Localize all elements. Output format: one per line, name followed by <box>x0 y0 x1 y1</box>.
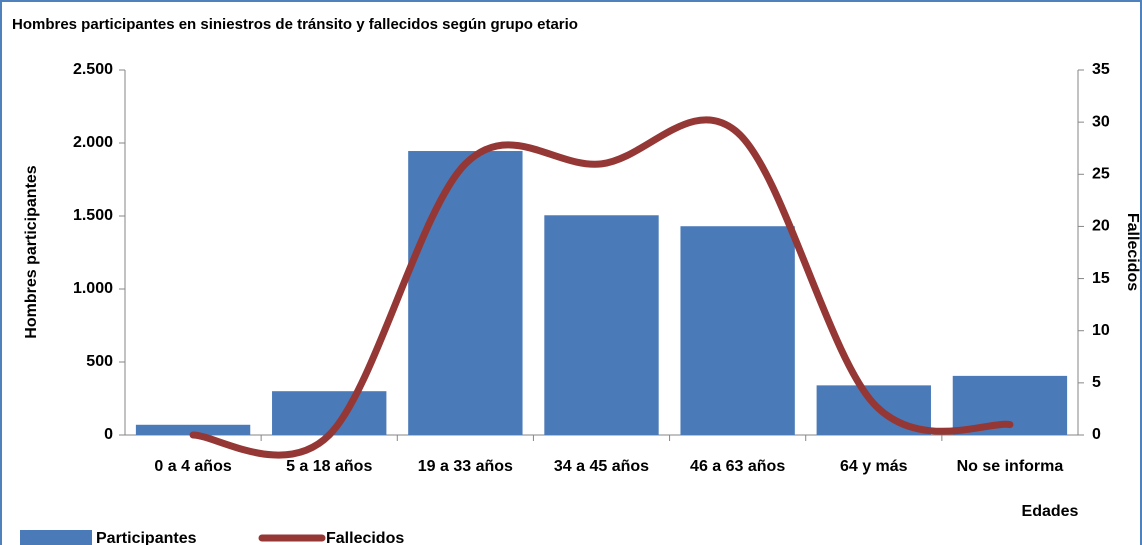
y-tick-label: 1.500 <box>73 207 113 224</box>
x-tick-label: 34 a 45 años <box>554 458 649 475</box>
x-tick-label: 46 a 63 años <box>690 458 785 475</box>
bar <box>272 391 387 435</box>
x-tick-label: 0 a 4 años <box>154 458 231 475</box>
x-axis-label: Edades <box>1022 503 1079 520</box>
x-tick-label: 19 a 33 años <box>418 458 513 475</box>
bar <box>544 215 659 435</box>
y2-tick-label: 10 <box>1092 322 1110 339</box>
y2-tick-label: 25 <box>1092 166 1110 183</box>
x-tick-label: 5 a 18 años <box>286 458 372 475</box>
bar <box>680 226 795 435</box>
y2-tick-label: 20 <box>1092 218 1110 235</box>
legend-swatch <box>20 530 92 545</box>
legend-label: Fallecidos <box>326 530 404 545</box>
chart-title: Hombres participantes en siniestros de t… <box>12 16 578 33</box>
y-tick-label: 1.000 <box>73 280 113 297</box>
y2-tick-label: 5 <box>1092 374 1101 391</box>
y2-axis-label: Fallecidos <box>1124 213 1141 291</box>
bar <box>135 424 251 435</box>
y2-tick-label: 35 <box>1092 61 1110 78</box>
y-axis-label: Hombres participantes <box>23 165 40 338</box>
y-tick-label: 0 <box>104 426 113 443</box>
y2-tick-label: 15 <box>1092 270 1110 287</box>
y2-tick-label: 30 <box>1092 113 1110 130</box>
y-tick-label: 2.000 <box>73 134 113 151</box>
line <box>189 116 1014 459</box>
y-tick-label: 500 <box>86 353 113 370</box>
legend-label: Participantes <box>96 530 197 545</box>
bar <box>408 151 523 435</box>
x-tick-label: 64 y más <box>840 458 908 475</box>
x-tick-label: No se informa <box>957 458 1064 475</box>
y-tick-label: 2.500 <box>73 61 113 78</box>
y2-tick-label: 0 <box>1092 426 1101 443</box>
